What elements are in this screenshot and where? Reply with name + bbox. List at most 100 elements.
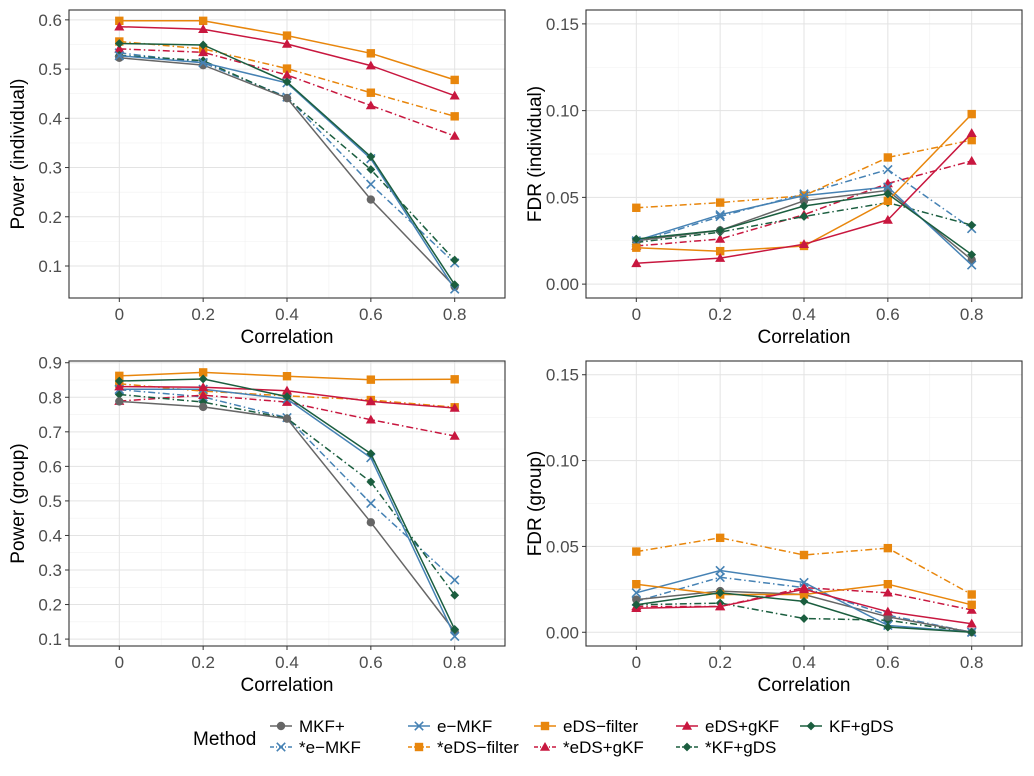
legend-item--e-mkf: *e−MKF: [270, 738, 361, 757]
x-tick-label: 0: [632, 305, 641, 324]
x-tick-label: 0.4: [792, 653, 816, 672]
data-point: [883, 543, 893, 553]
series-group: [631, 109, 977, 270]
x-tick-label: 0.8: [443, 653, 467, 672]
data-point: [114, 39, 124, 48]
y-tick-label: 0.5: [38, 492, 62, 511]
y-axis-title: Power (individual): [8, 78, 29, 229]
legend-item-kf-gds: KF+gDS: [800, 717, 894, 736]
data-point: [449, 631, 460, 642]
data-point: [198, 57, 208, 68]
legend-key-marker: [414, 721, 424, 731]
panel-power-group: 0.1 0.2 0.3 0.4 0.5 0.6 0.7 0.8 0.9 0 0.2 0.4 0.6 0.8…: [8, 354, 506, 696]
data-point: [198, 390, 209, 399]
data-point: [198, 16, 208, 26]
x-tick-label: 0.6: [359, 305, 383, 324]
y-tick-label: 0.2: [38, 596, 62, 615]
data-point: [365, 100, 376, 110]
data-point: [715, 588, 725, 598]
data-point: [366, 477, 376, 487]
legend-item-eds-filter: eDS−filter: [534, 717, 638, 736]
y-axis-title: FDR (individual): [525, 86, 546, 222]
legend-key-marker: [682, 742, 692, 752]
data-point: [450, 255, 460, 265]
data-point: [450, 375, 459, 384]
data-point: [799, 596, 809, 606]
legend-item-eds-gkf: eDS+gKF: [676, 717, 779, 736]
data-point: [198, 368, 208, 377]
data-point: [198, 402, 208, 412]
data-point: [967, 627, 977, 637]
data-point: [799, 550, 809, 560]
y-tick-label: 0.00: [546, 275, 579, 294]
y-tick-label: 0.15: [546, 15, 579, 34]
data-point: [882, 214, 893, 224]
y-axis-title: FDR (group): [525, 451, 546, 557]
data-point: [799, 590, 809, 599]
legend-key-marker: [540, 721, 550, 731]
data-point: [198, 47, 209, 57]
data-point: [966, 604, 977, 614]
series-kf-gds: [114, 374, 460, 634]
x-tick-label: 0: [115, 305, 124, 324]
x-tick-label: 0.2: [191, 305, 215, 324]
data-point: [715, 533, 725, 543]
data-point: [799, 190, 809, 201]
y-tick-label: 0.1: [38, 630, 62, 649]
data-point: [967, 250, 977, 260]
legend-key-marker: [681, 720, 693, 730]
data-point: [632, 243, 641, 252]
legend-label: *eDS−filter: [437, 738, 519, 757]
y-tick-label: 0.5: [38, 60, 62, 79]
data-point: [799, 614, 809, 623]
x-tick-label: 0.4: [275, 305, 299, 324]
data-point: [449, 284, 460, 294]
data-point: [715, 601, 726, 611]
data-point: [449, 402, 460, 412]
data-point: [632, 595, 641, 604]
series-eds-gkf: [631, 128, 977, 268]
data-point: [882, 587, 893, 597]
legend-label: *KF+gDS: [705, 738, 776, 757]
series--eds-gkf: [114, 43, 460, 140]
y-tick-label: 0.1: [38, 257, 62, 276]
data-point: [115, 16, 124, 26]
data-point: [366, 518, 376, 527]
series-eds-filter: [115, 16, 459, 85]
x-tick-label: 0.4: [792, 305, 816, 324]
series-kf-gds: [114, 39, 460, 290]
data-point: [883, 189, 893, 199]
x-tick-label: 0.2: [191, 653, 215, 672]
legend-item-e-mkf: e−MKF: [408, 717, 492, 736]
data-point: [366, 49, 376, 58]
data-point: [631, 588, 642, 598]
data-point: [114, 43, 125, 53]
data-point: [114, 390, 124, 399]
series-eds-filter: [115, 368, 459, 384]
data-point: [281, 38, 293, 48]
legend-label: *eDS+gKF: [563, 738, 644, 757]
data-point: [365, 396, 376, 406]
y-tick-label: 0.2: [38, 208, 62, 227]
data-point: [715, 198, 725, 207]
data-point: [115, 397, 124, 406]
data-point: [715, 225, 725, 235]
y-tick-label: 0.3: [38, 561, 62, 580]
series--eds-filter: [632, 533, 976, 599]
data-point: [966, 155, 977, 165]
y-tick-label: 0.7: [38, 423, 62, 442]
data-point: [715, 246, 725, 256]
data-point: [198, 382, 209, 392]
data-point: [883, 579, 893, 589]
data-point: [967, 600, 976, 609]
legend-key-marker: [806, 721, 816, 731]
data-point: [966, 128, 977, 137]
y-tick-label: 0.05: [546, 188, 579, 207]
x-tick-label: 0.6: [876, 305, 900, 324]
data-point: [282, 93, 292, 103]
series-line: [119, 394, 455, 437]
legend-label: eDS+gKF: [705, 717, 779, 736]
data-point: [715, 565, 725, 576]
data-point: [632, 203, 641, 212]
legend-label: MKF+: [299, 717, 345, 736]
